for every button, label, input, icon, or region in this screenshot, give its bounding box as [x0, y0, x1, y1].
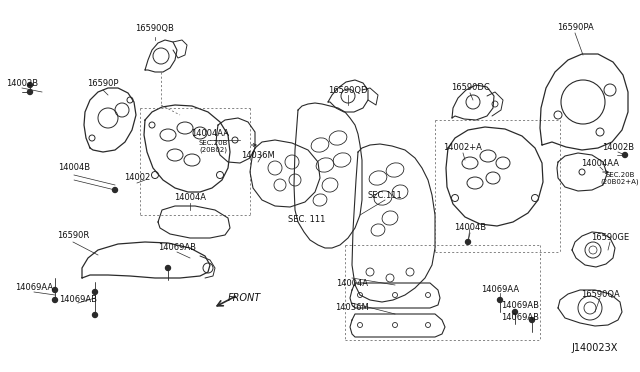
Text: 14002: 14002 — [124, 173, 150, 183]
Text: SEC. 111: SEC. 111 — [288, 215, 326, 224]
Text: SEC.20B: SEC.20B — [605, 172, 635, 178]
Text: 14069AB: 14069AB — [501, 312, 539, 321]
Text: 16590QD: 16590QD — [328, 86, 368, 94]
Circle shape — [529, 317, 534, 323]
Text: (20B02+A): (20B02+A) — [601, 179, 639, 185]
Text: 14002+A: 14002+A — [444, 144, 483, 153]
Circle shape — [497, 298, 502, 302]
Circle shape — [113, 187, 118, 192]
Circle shape — [93, 289, 97, 295]
Text: 14036M: 14036M — [335, 302, 369, 311]
Circle shape — [465, 240, 470, 244]
Text: 14069AA: 14069AA — [481, 285, 519, 295]
Circle shape — [52, 298, 58, 302]
Text: 14004B: 14004B — [58, 164, 90, 173]
Circle shape — [513, 310, 518, 314]
Text: 16590P: 16590P — [87, 78, 119, 87]
Text: SEC.20B: SEC.20B — [198, 140, 228, 146]
Circle shape — [28, 90, 33, 94]
Text: 14069AA: 14069AA — [15, 282, 53, 292]
Text: 16590R: 16590R — [57, 231, 89, 240]
Text: 14002B: 14002B — [602, 144, 634, 153]
Text: 14004A: 14004A — [336, 279, 368, 288]
Text: 14004B: 14004B — [454, 224, 486, 232]
Text: FRONT: FRONT — [227, 293, 260, 303]
Text: 14004AA: 14004AA — [191, 128, 229, 138]
Text: 14069AB: 14069AB — [158, 243, 196, 251]
Circle shape — [93, 312, 97, 317]
Text: 14069AB: 14069AB — [59, 295, 97, 305]
Text: 14004AA: 14004AA — [581, 158, 619, 167]
Text: 16590QA: 16590QA — [580, 291, 620, 299]
Text: SEC.111: SEC.111 — [367, 190, 403, 199]
Text: 14036M: 14036M — [241, 151, 275, 160]
Text: 16590GE: 16590GE — [591, 234, 629, 243]
Text: 14004A: 14004A — [174, 193, 206, 202]
Circle shape — [623, 153, 627, 157]
Text: J140023X: J140023X — [572, 343, 618, 353]
Text: (20B02): (20B02) — [199, 147, 227, 153]
Text: 16590QB: 16590QB — [136, 23, 175, 32]
Circle shape — [166, 266, 170, 270]
Text: 14002B: 14002B — [6, 78, 38, 87]
Text: 16590DC: 16590DC — [451, 83, 490, 93]
Text: 16590PA: 16590PA — [557, 23, 593, 32]
Text: 14069AB: 14069AB — [501, 301, 539, 310]
Circle shape — [28, 83, 33, 87]
Circle shape — [52, 288, 58, 292]
